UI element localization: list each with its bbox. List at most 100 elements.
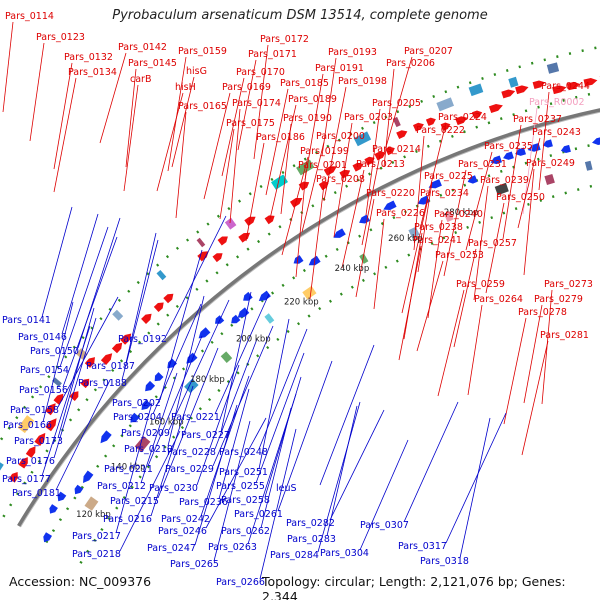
- reverse-gene-label: Pars_0204: [113, 412, 162, 423]
- reverse-leader-line: [53, 317, 97, 459]
- reverse-gene-label: Pars_0262: [221, 526, 270, 537]
- reverse-gene-label: Pars_0284: [270, 550, 319, 561]
- gene-arrow: [425, 117, 436, 126]
- gene-arrow: [515, 85, 529, 95]
- forward-leader-line: [125, 68, 137, 168]
- reverse-leader-line: [62, 236, 118, 388]
- kbp-tick-label: 200 kbp: [236, 334, 271, 344]
- genome-backbone-group: [17, 108, 600, 528]
- forward-gene-label: Pars_0193: [328, 47, 377, 58]
- forward-gene-label: Pars_0198: [338, 76, 387, 87]
- forward-gene-label: Pars_0241: [413, 235, 462, 246]
- kbp-tick-label: 140 kbp: [111, 462, 146, 472]
- reverse-gene-label: Pars_0236: [179, 497, 228, 508]
- kbp-tick-label: 280 kbp: [444, 208, 479, 218]
- gene-arrow: [293, 255, 304, 264]
- gene-arrow: [333, 228, 346, 238]
- forward-gene-label: Pars_0205: [372, 98, 421, 109]
- gene-arrow: [25, 446, 36, 458]
- reverse-leader-line: [403, 401, 459, 523]
- forward-gene-label: Pars_0240: [434, 209, 483, 220]
- reverse-gene-label: Pars_0283: [287, 534, 336, 545]
- forward-leader-line: [485, 202, 505, 294]
- forward-gene-label: Pars_0238: [414, 222, 463, 233]
- reverse-gene-label: Pars_0176: [6, 456, 55, 467]
- forward-leader-line: [203, 92, 231, 200]
- gene-arrow: [258, 290, 271, 301]
- forward-leader-line: [341, 169, 365, 269]
- gene-arrow: [364, 156, 375, 166]
- forward-gene-label: Pars_0134: [68, 67, 117, 78]
- reverse-leader-line: [140, 372, 178, 484]
- forward-leader-line: [427, 219, 443, 319]
- reverse-leader-line: [317, 401, 361, 553]
- gene-arrow: [74, 484, 84, 495]
- gene-arrow: [542, 139, 553, 148]
- reverse-leader-line: [41, 325, 91, 477]
- forward-gene-label: Pars_0281: [540, 330, 589, 341]
- reverse-leader-line: [57, 296, 119, 408]
- reverse-gene-label: Pars_0230: [149, 483, 198, 494]
- gene-arrow: [154, 372, 164, 382]
- reverse-gene-label: Pars_0173: [14, 436, 63, 447]
- gene-arrow: [352, 162, 364, 172]
- gene-block: [156, 270, 167, 281]
- gene-block: [84, 496, 99, 511]
- gene-arrow: [455, 116, 468, 126]
- forward-leader-line: [521, 340, 549, 456]
- reverse-gene-label: Pars_0307: [360, 520, 409, 531]
- forward-gene-label: Pars_0170: [236, 67, 285, 78]
- gene-arrow: [83, 470, 94, 483]
- forward-leader-line: [401, 198, 429, 314]
- gene-arrow: [396, 130, 408, 139]
- reverse-leader-line: [121, 239, 159, 381]
- reverse-leader-line: [359, 439, 409, 551]
- reverse-gene-label: leuS: [276, 483, 297, 494]
- reverse-gene-label: Pars_0212: [97, 481, 146, 492]
- reverse-leader-line: [218, 388, 250, 500]
- reverse-leader-line: [277, 360, 333, 512]
- reverse-gene-label: Pars_0216: [103, 514, 152, 525]
- gene-block: [220, 351, 233, 363]
- dotted-guide-ring-1: [0, 45, 600, 444]
- reverse-gene-label: Pars_0261: [234, 509, 283, 520]
- reverse-gene-label: Pars_0265: [170, 559, 219, 570]
- forward-gene-label: Pars_0189: [288, 94, 337, 105]
- forward-gene-label: Pars_0257: [468, 238, 517, 249]
- genome-backbone-highlight: [20, 111, 600, 528]
- gene-arrow: [141, 399, 152, 410]
- gene-arrow: [100, 353, 113, 365]
- reverse-leader-line: [150, 385, 194, 517]
- gene-arrow: [197, 251, 209, 262]
- reverse-leader-line: [329, 409, 385, 521]
- gene-feature-group: [0, 62, 600, 543]
- reverse-leader-line: [319, 344, 375, 486]
- forward-leader-line: [323, 86, 347, 202]
- forward-leader-line: [295, 170, 307, 278]
- forward-leader-line: [219, 128, 235, 220]
- reverse-gene-label: Pars_0221: [171, 412, 220, 423]
- gene-arrow: [413, 122, 424, 132]
- gene-arrow: [198, 327, 211, 339]
- forward-leader-line: [175, 111, 187, 219]
- label-text-group: Pars_0114 Pars_0123 Pars_0132 Pars_0134 Pars…: [2, 11, 593, 588]
- reverse-leader-line: [152, 303, 202, 415]
- forward-leader-line: [237, 59, 257, 151]
- gene-arrow: [298, 181, 310, 191]
- forward-gene-label: Pars_0132: [64, 52, 113, 63]
- forward-leader-line: [321, 57, 337, 157]
- reverse-gene-label: Pars_0210: [124, 444, 173, 455]
- forward-gene-label: Pars_0203: [344, 112, 393, 123]
- gene-arrow: [141, 313, 152, 324]
- forward-leader-line: [385, 56, 413, 148]
- gene-arrow: [186, 352, 198, 364]
- gene-block: [508, 76, 519, 88]
- forward-leader-line: [309, 184, 325, 300]
- gene-arrow: [217, 236, 228, 246]
- gene-arrow: [243, 291, 253, 301]
- reverse-gene-label: Pars_0246: [158, 526, 207, 537]
- forward-gene-label: Pars_0220: [366, 188, 415, 199]
- forward-gene-label: Pars_0222: [416, 125, 465, 136]
- forward-gene-label: Pars_0225: [424, 171, 473, 182]
- reverse-leader-line: [167, 295, 205, 447]
